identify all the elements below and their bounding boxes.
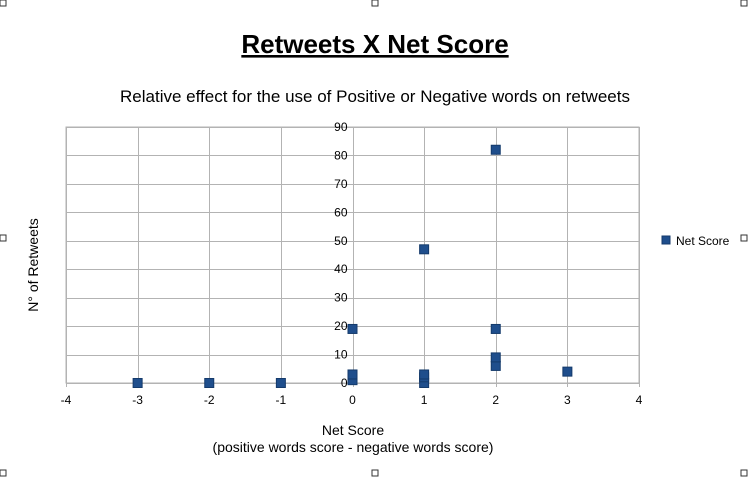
y-axis-label: N° of Retweets bbox=[25, 218, 41, 312]
x-tick-label: -3 bbox=[132, 393, 143, 407]
plot-area-border bbox=[65, 126, 640, 384]
resize-handle bbox=[740, 0, 748, 7]
x-tick-label: 4 bbox=[636, 393, 643, 407]
y-tick-label: 30 bbox=[334, 291, 348, 305]
legend: Net Score bbox=[661, 234, 730, 248]
data-point bbox=[490, 323, 501, 334]
data-point bbox=[490, 352, 501, 363]
resize-handle bbox=[740, 469, 748, 477]
y-tick-label: 20 bbox=[334, 319, 348, 333]
data-points bbox=[132, 144, 573, 388]
data-point bbox=[490, 360, 501, 371]
resize-handle bbox=[0, 234, 7, 242]
y-tick-label: 0 bbox=[341, 376, 348, 390]
x-axis-ticks: -4 -3 -2 -1 0 1 2 3 4 bbox=[61, 393, 643, 407]
y-tick-label: 80 bbox=[334, 148, 348, 162]
data-point bbox=[204, 378, 215, 388]
data-point bbox=[347, 323, 358, 334]
data-point bbox=[275, 378, 286, 388]
chart-title: Retweets X Net Score bbox=[241, 29, 508, 59]
x-tick-label: -4 bbox=[61, 393, 72, 407]
grid-lines bbox=[65, 126, 640, 387]
y-tick-label: 90 bbox=[334, 120, 348, 134]
data-point bbox=[132, 378, 143, 388]
chart-subtitle: Relative effect for the use of Positive … bbox=[120, 87, 630, 106]
y-tick-label: 40 bbox=[334, 262, 348, 276]
data-point bbox=[490, 144, 501, 155]
y-tick-label: 50 bbox=[334, 234, 348, 248]
x-tick-label: 0 bbox=[349, 393, 356, 407]
resize-handle bbox=[371, 0, 379, 7]
x-axis-sublabel: (positive words score - negative words s… bbox=[213, 439, 494, 455]
data-point bbox=[419, 369, 430, 380]
y-axis-ticks: 0 10 20 30 40 50 60 70 80 90 bbox=[334, 120, 348, 390]
legend-marker bbox=[661, 235, 671, 245]
y-tick-label: 10 bbox=[334, 348, 348, 362]
x-tick-label: 1 bbox=[421, 393, 428, 407]
data-point bbox=[562, 366, 573, 377]
x-tick-label: -2 bbox=[204, 393, 215, 407]
resize-handle bbox=[371, 469, 379, 477]
legend-label: Net Score bbox=[676, 234, 730, 248]
resize-handle bbox=[0, 469, 7, 477]
resize-handle bbox=[740, 234, 748, 242]
data-point bbox=[347, 369, 358, 380]
y-tick-label: 70 bbox=[334, 177, 348, 191]
y-tick-label: 60 bbox=[334, 205, 348, 219]
x-tick-label: -1 bbox=[276, 393, 287, 407]
x-axis-label: Net Score bbox=[322, 422, 384, 438]
x-tick-label: 2 bbox=[492, 393, 499, 407]
resize-handle bbox=[0, 0, 7, 7]
x-tick-label: 3 bbox=[564, 393, 571, 407]
data-point bbox=[419, 244, 430, 255]
